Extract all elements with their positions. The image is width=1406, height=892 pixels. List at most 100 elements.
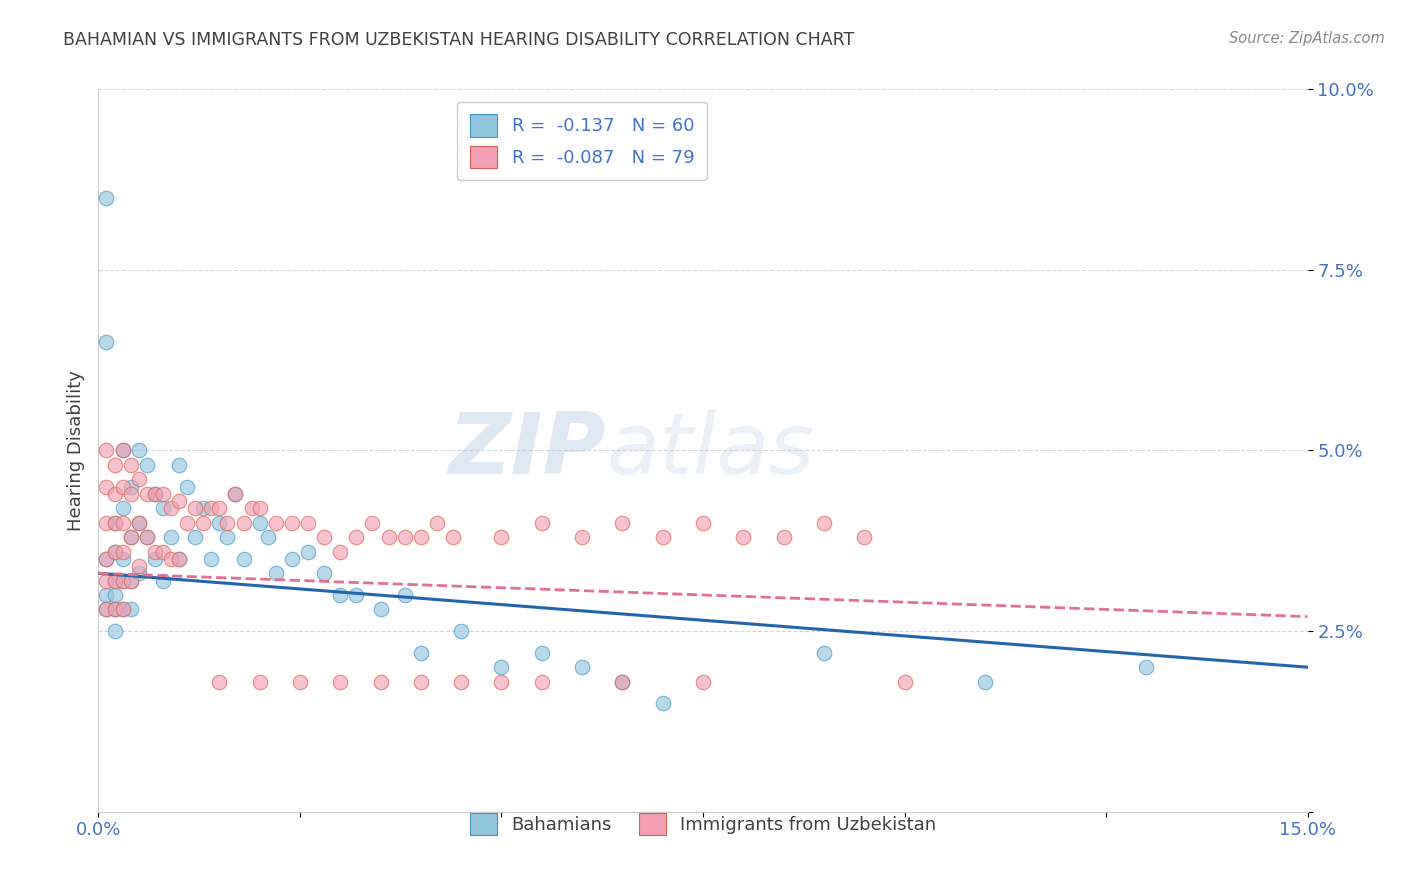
Point — [208, 674, 231, 689]
Point — [974, 674, 997, 689]
Point — [96, 602, 118, 616]
Point — [344, 530, 367, 544]
Point — [111, 501, 134, 516]
Point — [329, 674, 352, 689]
Point — [297, 516, 319, 530]
Point — [491, 660, 513, 674]
Y-axis label: Hearing Disability: Hearing Disability — [66, 370, 84, 531]
Point — [103, 574, 125, 588]
Point — [120, 480, 142, 494]
Point — [409, 646, 432, 660]
Point — [96, 574, 118, 588]
Point — [120, 574, 142, 588]
Point — [160, 530, 183, 544]
Text: BAHAMIAN VS IMMIGRANTS FROM UZBEKISTAN HEARING DISABILITY CORRELATION CHART: BAHAMIAN VS IMMIGRANTS FROM UZBEKISTAN H… — [63, 31, 855, 49]
Point — [193, 516, 215, 530]
Point — [232, 516, 254, 530]
Point — [329, 544, 352, 558]
Point — [152, 544, 174, 558]
Point — [111, 516, 134, 530]
Point — [128, 516, 150, 530]
Point — [103, 458, 125, 472]
Point — [217, 530, 239, 544]
Point — [135, 487, 157, 501]
Point — [441, 530, 464, 544]
Point — [249, 516, 271, 530]
Point — [200, 501, 222, 516]
Point — [232, 551, 254, 566]
Point — [224, 487, 246, 501]
Point — [96, 588, 118, 602]
Point — [128, 559, 150, 574]
Point — [772, 530, 794, 544]
Text: ZIP: ZIP — [449, 409, 606, 492]
Point — [281, 516, 304, 530]
Point — [733, 530, 755, 544]
Point — [160, 551, 183, 566]
Point — [111, 480, 134, 494]
Point — [167, 458, 190, 472]
Point — [152, 501, 174, 516]
Point — [281, 551, 304, 566]
Point — [167, 494, 190, 508]
Point — [128, 566, 150, 581]
Point — [152, 487, 174, 501]
Point — [103, 516, 125, 530]
Point — [103, 624, 125, 639]
Point — [103, 602, 125, 616]
Point — [612, 674, 634, 689]
Point — [103, 544, 125, 558]
Point — [692, 674, 714, 689]
Point — [256, 530, 278, 544]
Point — [111, 574, 134, 588]
Point — [160, 501, 183, 516]
Point — [571, 530, 593, 544]
Point — [176, 516, 198, 530]
Point — [314, 566, 336, 581]
Point — [135, 458, 157, 472]
Point — [361, 516, 384, 530]
Point — [612, 674, 634, 689]
Point — [120, 602, 142, 616]
Point — [208, 501, 231, 516]
Point — [450, 624, 472, 639]
Point — [103, 588, 125, 602]
Point — [409, 674, 432, 689]
Point — [249, 501, 271, 516]
Point — [135, 530, 157, 544]
Point — [143, 487, 166, 501]
Point — [288, 674, 311, 689]
Point — [111, 574, 134, 588]
Point — [96, 480, 118, 494]
Point — [426, 516, 449, 530]
Text: atlas: atlas — [606, 409, 814, 492]
Point — [103, 487, 125, 501]
Point — [394, 588, 416, 602]
Point — [264, 516, 287, 530]
Point — [120, 458, 142, 472]
Point — [224, 487, 246, 501]
Point — [893, 674, 915, 689]
Point — [96, 551, 118, 566]
Point — [344, 588, 367, 602]
Point — [96, 191, 118, 205]
Point — [329, 588, 352, 602]
Point — [96, 551, 118, 566]
Point — [128, 443, 150, 458]
Point — [692, 516, 714, 530]
Point — [96, 602, 118, 616]
Point — [111, 602, 134, 616]
Point — [176, 480, 198, 494]
Point — [394, 530, 416, 544]
Point — [184, 530, 207, 544]
Point — [612, 516, 634, 530]
Point — [111, 544, 134, 558]
Point — [152, 574, 174, 588]
Point — [143, 551, 166, 566]
Point — [530, 646, 553, 660]
Point — [120, 530, 142, 544]
Point — [103, 574, 125, 588]
Point — [813, 646, 835, 660]
Point — [200, 551, 222, 566]
Point — [96, 443, 118, 458]
